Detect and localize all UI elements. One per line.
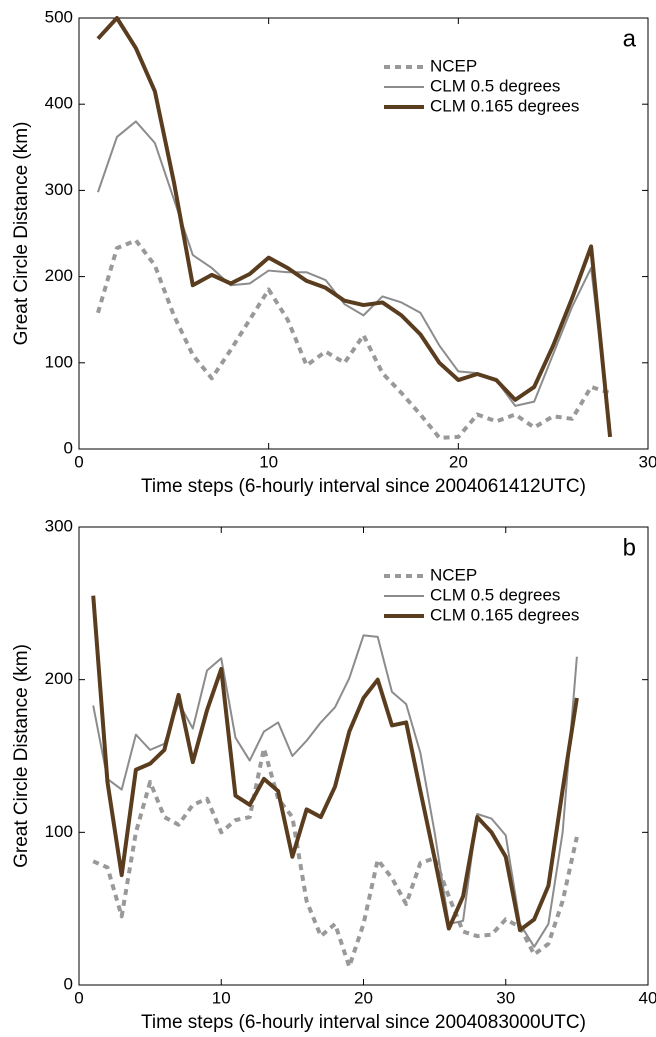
series-line <box>97 120 612 428</box>
x-tick-label: 20 <box>354 988 373 1007</box>
y-tick-label: 200 <box>45 669 73 688</box>
x-tick-label: 10 <box>212 988 231 1007</box>
x-tick-label: 40 <box>639 988 656 1007</box>
y-tick-label: 300 <box>45 516 73 535</box>
y-tick-label: 300 <box>45 180 73 199</box>
series-line <box>96 16 613 438</box>
y-tick-label: 100 <box>45 822 73 841</box>
y-tick-label: 0 <box>64 974 73 993</box>
y-tick-label: 0 <box>64 438 73 457</box>
panel-label: a <box>623 25 637 52</box>
x-tick-label: 10 <box>259 452 278 471</box>
y-tick-label: 400 <box>45 94 73 113</box>
x-tick-label: 20 <box>449 452 468 471</box>
legend-label: CLM 0.165 degrees <box>430 605 579 624</box>
x-axis-label: Time steps (6-hourly interval since 2004… <box>141 476 586 497</box>
x-tick-label: 0 <box>74 988 83 1007</box>
legend-label: NCEP <box>430 565 477 584</box>
series-line <box>92 746 579 969</box>
y-tick-label: 200 <box>45 266 73 285</box>
legend-label: CLM 0.5 degrees <box>430 76 560 95</box>
plot-frame <box>78 17 649 450</box>
x-axis-label: Time steps (6-hourly interval since 2004… <box>141 1012 586 1033</box>
panel-label: b <box>623 534 636 561</box>
x-tick-label: 0 <box>74 452 83 471</box>
x-tick-label: 30 <box>639 452 656 471</box>
legend-label: CLM 0.5 degrees <box>430 585 560 604</box>
y-tick-label: 500 <box>45 7 73 26</box>
y-axis-label: Great Circle Distance (km) <box>11 644 32 868</box>
series-line <box>96 238 611 440</box>
x-tick-label: 30 <box>496 988 515 1007</box>
y-tick-label: 100 <box>45 352 73 371</box>
legend-label: CLM 0.165 degrees <box>430 96 579 115</box>
y-axis-label: Great Circle Distance (km) <box>11 122 32 346</box>
legend-label: NCEP <box>430 56 477 75</box>
series-line <box>91 595 579 933</box>
